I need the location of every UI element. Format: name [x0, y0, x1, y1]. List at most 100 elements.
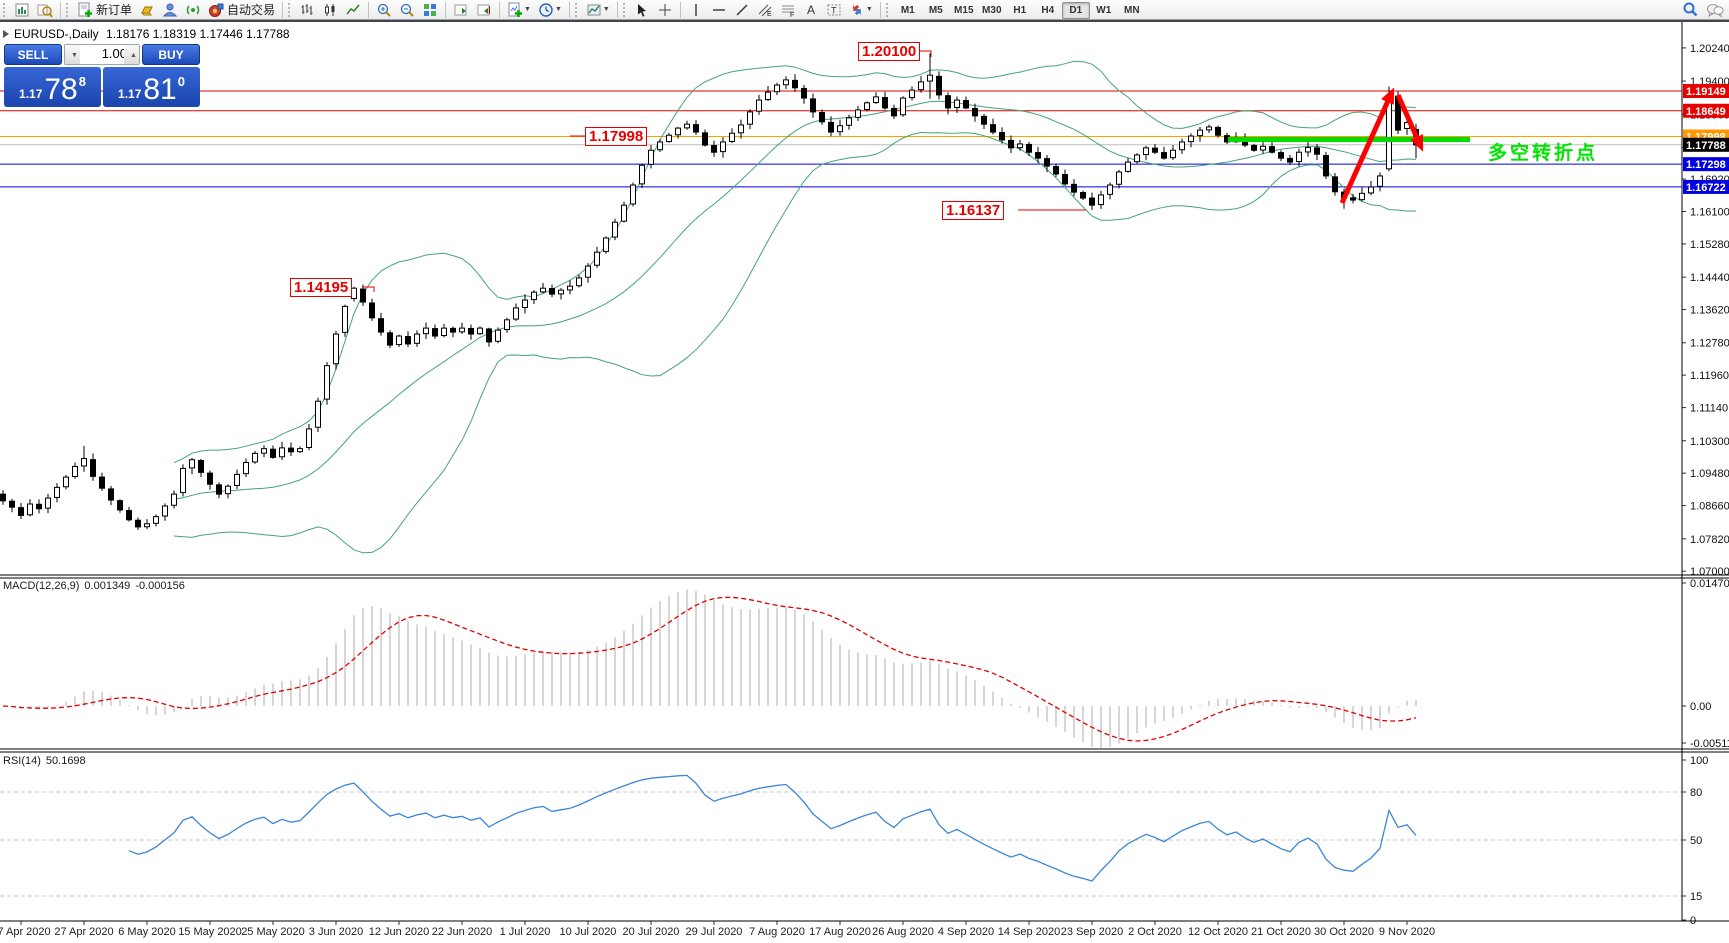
toolbar: 新订单 自动交易	[0, 0, 1729, 20]
gold-icon[interactable]	[136, 0, 158, 20]
horizontal-line-tool-icon[interactable]	[708, 0, 730, 20]
dropdown-caret-icon: ▼	[554, 6, 562, 13]
candle-body	[999, 132, 1005, 141]
rsi-indicator-label: RSI(14) 50.1698	[3, 755, 91, 767]
candle-body	[333, 333, 339, 365]
toolbar-grip	[574, 2, 579, 17]
candle-body	[99, 476, 105, 489]
candle-body	[531, 291, 537, 301]
candlestick-chart-icon[interactable]	[319, 0, 341, 20]
templates-button[interactable]: ▼	[583, 0, 613, 20]
signals-icon[interactable]	[182, 0, 204, 20]
sell-price-display[interactable]: 1.17 78 8	[4, 67, 101, 107]
volume-decrease-button[interactable]: ▼	[65, 45, 80, 64]
chat-icon[interactable]	[1703, 0, 1727, 20]
timeframe-m1[interactable]: M1	[900, 5, 915, 16]
trendline-tool-icon[interactable]	[731, 0, 753, 20]
candle-body	[1107, 184, 1113, 195]
timeframe-h4[interactable]: H4	[1041, 5, 1055, 16]
arrows-tool-button[interactable]: ▼	[846, 0, 876, 20]
zoom-out-icon[interactable]	[396, 0, 418, 20]
vertical-line-tool-icon[interactable]	[685, 0, 707, 20]
volume-increase-button[interactable]: ▲	[124, 45, 139, 64]
price-axis-label: 1.16100	[1690, 207, 1729, 219]
date-label: 10 Jul 2020	[560, 926, 617, 938]
candle-body	[1188, 135, 1194, 143]
bar-chart-icon[interactable]	[296, 0, 318, 20]
new-order-button[interactable]: 新订单	[74, 0, 135, 20]
chart-shift-icon[interactable]	[473, 0, 495, 20]
zoom-in-icon[interactable]	[373, 0, 395, 20]
equidistant-channel-tool-icon[interactable]: E	[754, 0, 776, 20]
date-label: 21 Oct 2020	[1251, 926, 1311, 938]
timeframe-m15[interactable]: M15	[954, 5, 974, 16]
candle-body	[576, 277, 582, 287]
search-icon[interactable]	[1679, 0, 1702, 20]
timeframe-m5[interactable]: M5	[928, 5, 943, 16]
text-tool-icon[interactable]: A	[800, 0, 822, 20]
turning-point-annotation[interactable]: 多空转折点	[1488, 143, 1599, 164]
auto-scroll-icon[interactable]	[450, 0, 472, 20]
autotrading-label: 自动交易	[227, 3, 276, 17]
price-label-flag[interactable]: 1.17998	[585, 127, 648, 146]
timeframe-d1[interactable]: D1	[1061, 2, 1090, 19]
rsi-line	[128, 774, 1417, 882]
toolbar-separator	[60, 1, 61, 18]
candle-body	[792, 79, 798, 89]
sell-button[interactable]: SELL	[4, 44, 62, 65]
chart-profile-icon[interactable]	[34, 0, 56, 20]
periods-button[interactable]: ▼	[535, 0, 565, 20]
new-chart-icon[interactable]	[11, 0, 33, 20]
timeframe-h1[interactable]: H1	[1013, 5, 1027, 16]
add-indicator-button[interactable]: ▼	[504, 0, 534, 20]
rsi-axis-label: 15	[1690, 891, 1702, 903]
community-icon[interactable]	[159, 0, 181, 20]
crosshair-tool-icon[interactable]	[654, 0, 676, 20]
candle-body	[1098, 194, 1104, 206]
svg-text:T: T	[831, 5, 837, 15]
candle-body	[189, 459, 195, 469]
tile-windows-icon[interactable]	[419, 0, 441, 20]
green-trendline-object[interactable]	[1228, 137, 1470, 142]
red-up-arrow-object[interactable]	[1339, 87, 1395, 205]
price-label-flag[interactable]: 1.20100	[858, 42, 921, 61]
timeframe-m30[interactable]: M30	[982, 5, 1002, 16]
candle-body	[1116, 171, 1122, 185]
cursor-tool-icon[interactable]	[631, 0, 653, 20]
candle-body	[558, 289, 564, 295]
rsi-value: 50.1698	[45, 755, 86, 767]
candle-body	[1251, 144, 1257, 151]
fibonacci-tool-icon[interactable]: F	[777, 0, 799, 20]
text-label-tool-icon[interactable]: T	[823, 0, 845, 20]
price-label-flag[interactable]: 1.14195	[290, 278, 353, 297]
autotrading-button[interactable]: 自动交易	[205, 0, 278, 20]
date-label: 1 Jul 2020	[500, 926, 551, 938]
candle-body	[81, 458, 87, 467]
price-axis-label: 1.07820	[1690, 534, 1729, 546]
candle-body	[360, 288, 366, 303]
timeframe-mn[interactable]: MN	[1124, 5, 1140, 16]
candle-body	[117, 500, 123, 511]
date-label: 20 Jul 2020	[623, 926, 680, 938]
line-chart-icon[interactable]	[342, 0, 364, 20]
candle-body	[963, 100, 969, 109]
price-label-flag[interactable]: 1.16137	[942, 201, 1005, 220]
date-label: 29 Jul 2020	[686, 926, 743, 938]
candle-body	[513, 307, 519, 320]
red-down-arrow-object[interactable]	[1395, 93, 1424, 152]
date-label: 22 Jun 2020	[432, 926, 493, 938]
candle-body	[180, 467, 186, 494]
timeframe-w1[interactable]: W1	[1096, 5, 1112, 16]
toolbar-separator	[499, 1, 501, 18]
axis-price-badge-text: 1.17788	[1686, 140, 1726, 152]
buy-button[interactable]: BUY	[142, 44, 200, 65]
candle-body	[216, 484, 222, 495]
candle-body	[1269, 146, 1275, 153]
date-label: 9 Nov 2020	[1379, 926, 1435, 938]
price-axis-label: 1.07000	[1690, 566, 1729, 578]
buy-price-display[interactable]: 1.17 81 0	[103, 67, 200, 107]
date-label: 23 Sep 2020	[1061, 926, 1123, 938]
candle-body	[90, 459, 96, 477]
volume-input[interactable]	[80, 46, 130, 61]
candle-body	[783, 79, 789, 86]
